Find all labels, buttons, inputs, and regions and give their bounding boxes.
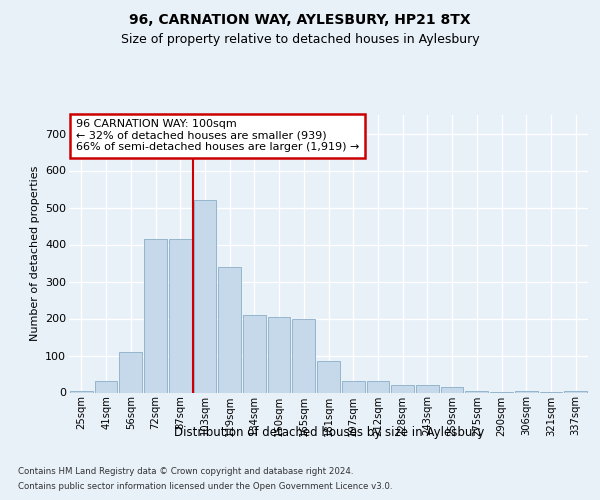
Text: Contains HM Land Registry data © Crown copyright and database right 2024.: Contains HM Land Registry data © Crown c… <box>18 467 353 476</box>
Bar <box>169 239 191 392</box>
Bar <box>441 387 463 392</box>
Bar <box>70 390 93 392</box>
Y-axis label: Number of detached properties: Number of detached properties <box>29 166 40 342</box>
Bar <box>268 316 290 392</box>
Bar <box>144 239 167 392</box>
Bar <box>317 361 340 392</box>
Bar <box>416 385 439 392</box>
Bar <box>564 390 587 392</box>
Text: 96 CARNATION WAY: 100sqm
← 32% of detached houses are smaller (939)
66% of semi-: 96 CARNATION WAY: 100sqm ← 32% of detach… <box>76 119 359 152</box>
Bar <box>342 382 365 392</box>
Bar <box>292 318 315 392</box>
Bar <box>194 200 216 392</box>
Bar <box>466 390 488 392</box>
Bar <box>119 352 142 393</box>
Bar <box>218 266 241 392</box>
Text: Size of property relative to detached houses in Aylesbury: Size of property relative to detached ho… <box>121 32 479 46</box>
Text: 96, CARNATION WAY, AYLESBURY, HP21 8TX: 96, CARNATION WAY, AYLESBURY, HP21 8TX <box>129 12 471 26</box>
Bar <box>95 382 118 392</box>
Bar <box>515 390 538 392</box>
Bar <box>367 382 389 392</box>
Text: Contains public sector information licensed under the Open Government Licence v3: Contains public sector information licen… <box>18 482 392 491</box>
Bar <box>391 385 414 392</box>
Text: Distribution of detached houses by size in Aylesbury: Distribution of detached houses by size … <box>173 426 484 439</box>
Bar <box>243 315 266 392</box>
